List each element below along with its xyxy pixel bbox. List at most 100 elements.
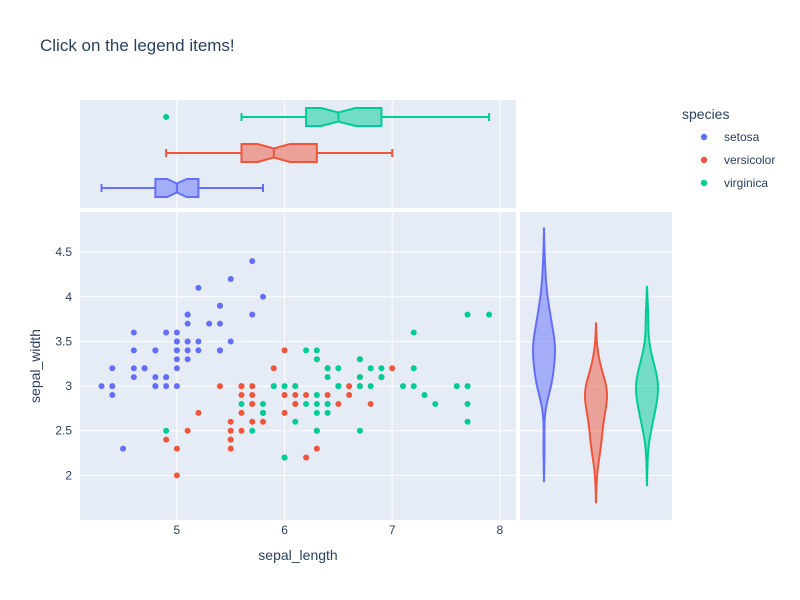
legend-item-virginica[interactable]: virginica [700, 176, 769, 190]
point-versicolor [389, 365, 396, 372]
point-setosa [216, 347, 223, 354]
point-setosa [141, 365, 148, 372]
legend-item-versicolor[interactable]: versicolor [700, 153, 776, 167]
point-virginica [356, 383, 363, 390]
point-virginica [356, 427, 363, 434]
point-setosa [195, 347, 202, 354]
point-versicolor [195, 409, 202, 416]
point-virginica [367, 383, 374, 390]
point-versicolor [281, 409, 288, 416]
point-setosa [249, 311, 256, 318]
point-virginica [281, 383, 288, 390]
point-versicolor [303, 454, 310, 461]
legend-item-setosa[interactable]: setosa [700, 130, 760, 144]
point-virginica [421, 392, 428, 399]
point-versicolor [249, 383, 256, 390]
x-axis-title: sepal_length [258, 547, 337, 563]
point-virginica [324, 400, 331, 407]
box-setosa [100, 178, 265, 198]
point-versicolor [173, 472, 180, 479]
point-virginica [313, 356, 320, 363]
x-tick-label: 6 [281, 523, 288, 537]
point-virginica [292, 418, 299, 425]
point-setosa [130, 374, 137, 381]
point-virginica [464, 418, 471, 425]
point-virginica [313, 347, 320, 354]
point-setosa [130, 347, 137, 354]
point-versicolor [346, 383, 353, 390]
point-setosa [227, 338, 234, 345]
point-virginica [249, 427, 256, 434]
point-versicolor [227, 418, 234, 425]
point-virginica [260, 409, 267, 416]
legend-marker [700, 179, 708, 187]
point-virginica [324, 409, 331, 416]
point-virginica [378, 374, 385, 381]
point-setosa [206, 320, 213, 327]
scatter-points [98, 258, 493, 479]
point-versicolor [249, 400, 256, 407]
point-versicolor [270, 365, 277, 372]
point-setosa [98, 383, 105, 390]
y-tick-label: 4.5 [55, 245, 72, 259]
legend-label: virginica [724, 176, 768, 190]
x-tick-label: 7 [389, 523, 396, 537]
point-versicolor [238, 392, 245, 399]
point-setosa [109, 383, 116, 390]
legend: species setosa versicolor virginica [682, 106, 775, 190]
violin-virginica [635, 285, 659, 487]
point-setosa [163, 383, 170, 390]
box-virginica-body [305, 107, 383, 127]
y-tick-label: 4 [65, 290, 72, 304]
point-virginica [464, 383, 471, 390]
y-tick-label: 2.5 [55, 424, 72, 438]
point-versicolor [303, 392, 310, 399]
point-setosa [184, 347, 191, 354]
point-setosa [109, 392, 116, 399]
legend-marker [700, 156, 708, 164]
point-virginica [356, 374, 363, 381]
point-virginica [260, 400, 267, 407]
point-versicolor [281, 392, 288, 399]
point-virginica [163, 427, 170, 434]
point-versicolor [238, 383, 245, 390]
point-setosa [152, 374, 159, 381]
point-versicolor [227, 427, 234, 434]
point-virginica [410, 383, 417, 390]
y-tick-label: 2 [65, 468, 72, 482]
point-versicolor [260, 418, 267, 425]
point-setosa [260, 293, 267, 300]
point-setosa [163, 329, 170, 336]
box-versicolor-body [240, 143, 318, 163]
point-setosa [109, 365, 116, 372]
point-virginica [313, 409, 320, 416]
point-virginica [356, 356, 363, 363]
point-setosa [173, 365, 180, 372]
point-setosa [249, 258, 256, 265]
point-setosa [152, 383, 159, 390]
axis-ticks: 5 6 7 8 2 2.5 3 3.5 4 4.5 [55, 245, 503, 537]
point-setosa [120, 445, 127, 452]
marginal-box-plots [100, 107, 491, 198]
point-setosa [227, 275, 234, 282]
point-virginica [313, 400, 320, 407]
box-versicolor [165, 143, 394, 163]
scatter-plot-area [80, 212, 516, 520]
point-setosa [152, 347, 159, 354]
point-virginica [410, 365, 417, 372]
point-virginica [335, 365, 342, 372]
point-virginica [324, 374, 331, 381]
point-virginica [313, 427, 320, 434]
point-virginica [486, 311, 493, 318]
point-setosa [184, 320, 191, 327]
y-tick-label: 3.5 [55, 334, 72, 348]
point-setosa [184, 338, 191, 345]
point-setosa [130, 365, 137, 372]
point-setosa [195, 338, 202, 345]
point-versicolor [346, 392, 353, 399]
box-outlier [163, 114, 170, 120]
point-versicolor [324, 392, 331, 399]
point-versicolor [313, 445, 320, 452]
point-setosa [173, 338, 180, 345]
